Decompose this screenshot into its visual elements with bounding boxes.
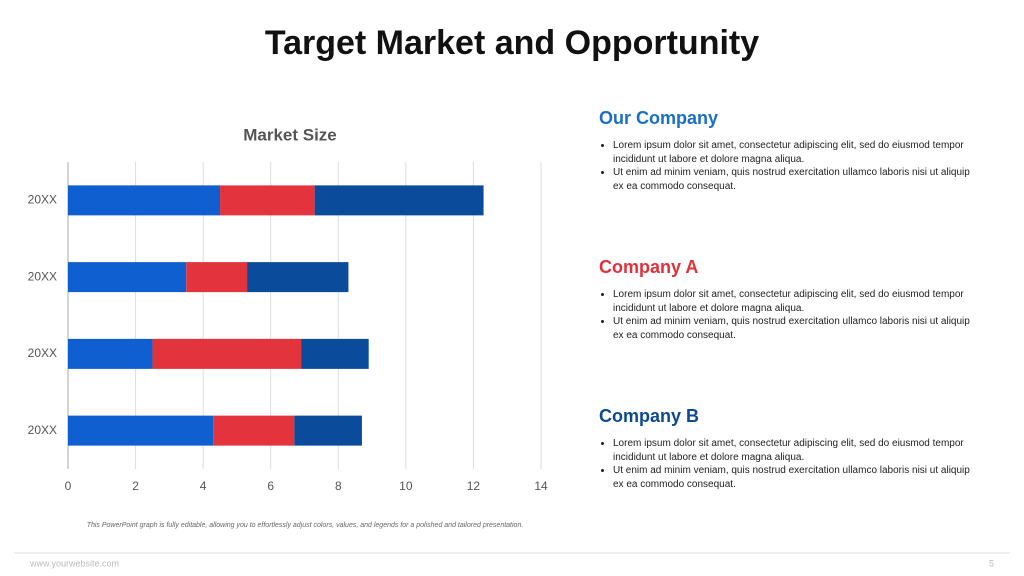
bar-segment xyxy=(68,415,214,446)
x-tick-label: 0 xyxy=(65,479,72,493)
bar-segment xyxy=(213,415,295,446)
bar-segment xyxy=(186,262,248,293)
chart-caption: This PowerPoint graph is fully editable,… xyxy=(86,522,524,529)
bar-segment xyxy=(68,262,187,293)
bar-segment xyxy=(247,262,349,293)
x-tick-label: 2 xyxy=(132,479,139,493)
x-tick-label: 6 xyxy=(267,479,274,493)
footer-website: www.yourwebsite.com xyxy=(29,558,119,568)
slide-title: Target Market and Opportunity xyxy=(265,24,759,62)
bullet: Ut enim ad minim veniam, quis nostrud ex… xyxy=(613,166,974,193)
bar-segment xyxy=(68,185,221,216)
x-tick-label: 8 xyxy=(335,479,342,493)
bar-segment xyxy=(301,338,369,369)
section-heading: Our Company xyxy=(599,108,719,128)
y-tick-label: 20XX xyxy=(28,269,57,283)
bullet: Ut enim ad minim veniam, quis nostrud ex… xyxy=(613,464,974,491)
bar-segment xyxy=(68,338,153,369)
y-tick-label: 20XX xyxy=(28,193,57,207)
bar-segment xyxy=(220,185,315,216)
bullet-list: Lorem ipsum dolor sit amet, consectetur … xyxy=(599,288,974,342)
x-tick-label: 14 xyxy=(534,479,548,493)
x-tick-label: 4 xyxy=(200,479,207,493)
y-tick-label: 20XX xyxy=(28,346,57,360)
bar-segment xyxy=(152,338,302,369)
y-tick-label: 20XX xyxy=(28,423,57,437)
bullet-list: Lorem ipsum dolor sit amet, consectetur … xyxy=(599,139,974,193)
section: Company B Lorem ipsum dolor sit amet, con… xyxy=(599,406,974,491)
page-number: 5 xyxy=(989,558,994,568)
section-heading: Company A xyxy=(599,257,699,277)
x-tick-label: 12 xyxy=(467,479,481,493)
bullet: Lorem ipsum dolor sit amet, consectetur … xyxy=(613,139,974,166)
section: Our Company Lorem ipsum dolor sit amet, c… xyxy=(599,108,974,193)
bullet-list: Lorem ipsum dolor sit amet, consectetur … xyxy=(599,437,974,491)
bullet: Ut enim ad minim veniam, quis nostrud ex… xyxy=(613,315,974,342)
x-tick-label: 10 xyxy=(399,479,413,493)
section: Company A Lorem ipsum dolor sit amet, con… xyxy=(599,257,974,342)
chart-title: Market Size xyxy=(243,125,337,144)
bullet: Lorem ipsum dolor sit amet, consectetur … xyxy=(613,288,974,315)
bullet: Lorem ipsum dolor sit amet, consectetur … xyxy=(613,437,974,464)
section-heading: Company B xyxy=(599,406,700,426)
bar-segment xyxy=(294,415,362,446)
bar-segment xyxy=(314,185,484,216)
